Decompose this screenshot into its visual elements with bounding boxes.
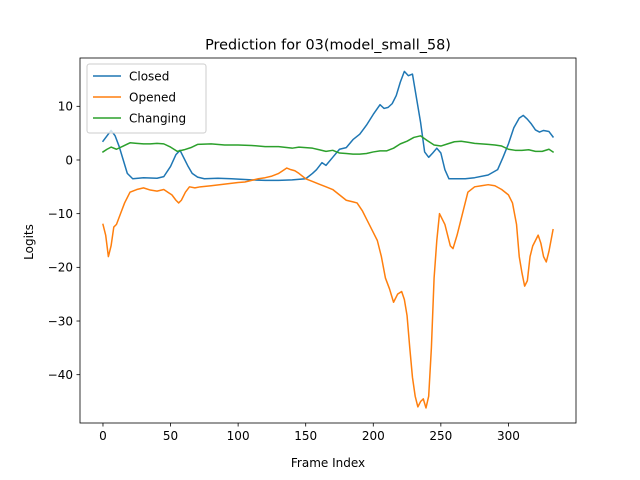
y-tick-label: −10 [48,207,73,221]
x-tick-label: 50 [163,429,178,443]
x-tick-label: 100 [227,429,250,443]
series-line-changing [101,135,555,155]
x-tick-label: 0 [99,429,107,443]
legend-label-changing: Changing [129,111,186,125]
x-tick-label: 300 [497,429,520,443]
chart-title: Prediction for 03(model_small_58) [205,38,451,54]
plot-area: 0 50 100 150 200 250 300 −40 −30 −20 −10 0 10 Closed O… [48,57,577,443]
y-tick-label: −30 [48,314,73,328]
y-tick-label: −40 [48,368,73,382]
x-tick-label: 150 [294,429,317,443]
legend: Closed Opened Changing [86,63,207,134]
legend-label-opened: Opened [129,90,176,104]
y-tick-label: −20 [48,261,73,275]
series-line-closed [101,70,555,182]
y-axis-label: Logits [22,224,36,260]
y-tick-label: 10 [58,100,73,114]
y-tick-label: 0 [65,153,73,167]
x-axis-label: Frame Index [291,456,365,470]
x-tick-label: 250 [429,429,452,443]
legend-label-closed: Closed [129,69,169,83]
plot-frame [79,57,577,424]
series-line-opened [102,167,554,409]
legend-box [86,63,207,134]
x-tick-label: 200 [362,429,385,443]
